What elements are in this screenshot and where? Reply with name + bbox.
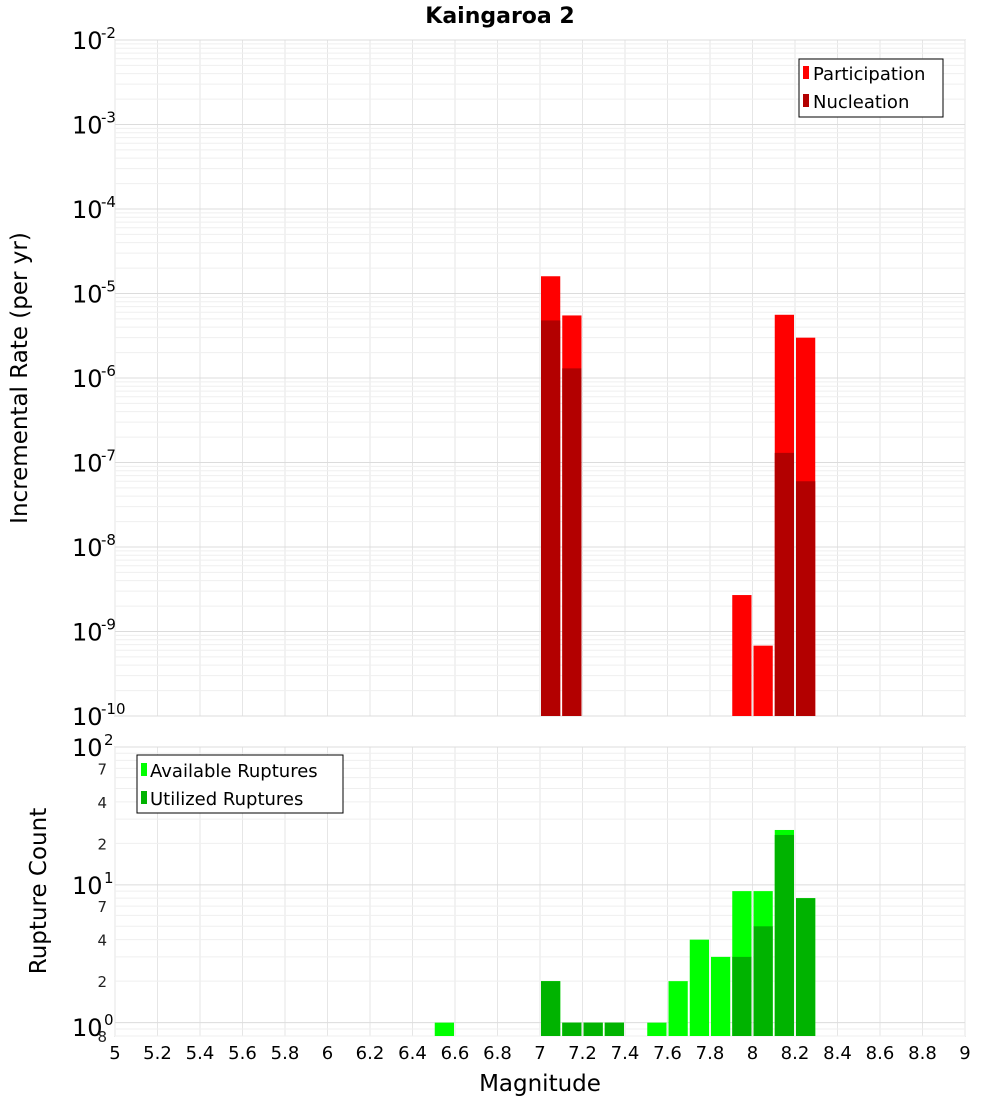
x-tick-label: 5.6	[228, 1043, 257, 1064]
top-y-tick-label: 10	[72, 281, 103, 309]
bottom-y-minor-tick-label: 2	[97, 973, 107, 991]
utilized-ruptures-bar	[732, 956, 752, 1036]
bottom-y-minor-tick-label: 4	[97, 932, 107, 950]
x-tick-label: 8.2	[781, 1043, 810, 1064]
top-y-tick-label: 10	[72, 27, 103, 55]
top-y-tick-label: 10	[72, 534, 103, 562]
participation-bar	[753, 645, 773, 716]
bottom-legend: Available Ruptures Utilized Ruptures	[136, 754, 344, 814]
x-tick-label: 7.6	[653, 1043, 682, 1064]
bottom-y-minor-tick-label: 8	[97, 1028, 107, 1046]
x-tick-label: 6.8	[483, 1043, 512, 1064]
x-tick-label: 6.6	[441, 1043, 470, 1064]
available-ruptures-bar	[689, 939, 709, 1036]
participation-bar	[732, 595, 752, 716]
x-tick-label: 5.2	[143, 1043, 172, 1064]
x-tick-label: 5.8	[271, 1043, 300, 1064]
top-y-tick-exponent: -8	[101, 531, 116, 549]
bottom-y-minor-tick-label: 7	[97, 898, 107, 916]
available-ruptures-bar	[668, 981, 688, 1036]
utilized-ruptures-bar	[541, 981, 561, 1036]
bottom-legend-box	[136, 754, 344, 814]
top-y-tick-label: 10	[72, 450, 103, 478]
top-y-tick-exponent: -10	[101, 700, 126, 718]
x-tick-label: 8.4	[823, 1043, 852, 1064]
nucleation-legend-label: Nucleation	[813, 92, 909, 113]
x-tick-label: 7.8	[696, 1043, 725, 1064]
utilized-ruptures-bar	[583, 1022, 603, 1036]
nucleation-bar	[562, 368, 582, 716]
bottom-y-minor-tick-label: 4	[97, 794, 107, 812]
nucleation-bar	[541, 320, 561, 716]
x-tick-label: 9	[959, 1043, 970, 1064]
utilized-ruptures-bar	[774, 834, 794, 1036]
available-ruptures-legend-swatch	[141, 763, 147, 776]
bottom-bars	[434, 829, 816, 1036]
utilized-ruptures-bar	[604, 1022, 624, 1036]
top-legend: Participation Nucleation	[798, 58, 944, 118]
utilized-ruptures-bar	[796, 898, 816, 1036]
x-tick-label: 5.4	[186, 1043, 215, 1064]
x-tick-label: 8.8	[908, 1043, 937, 1064]
top-y-tick-exponent: -7	[101, 447, 116, 465]
utilized-ruptures-legend-label: Utilized Ruptures	[150, 789, 303, 810]
top-gridlines	[114, 39, 966, 717]
utilized-ruptures-bar	[562, 1022, 582, 1036]
bottom-y-axis-label: Rupture Count	[26, 808, 52, 974]
x-tick-label: 6.2	[356, 1043, 385, 1064]
bottom-y-tick-exponent: 2	[104, 731, 114, 749]
nucleation-legend-swatch	[803, 94, 809, 107]
top-y-tick-exponent: -2	[101, 24, 116, 42]
top-y-tick-exponent: -3	[101, 109, 116, 127]
bottom-y-minor-tick-label: 7	[97, 760, 107, 778]
bottom-y-minor-tick-label: 2	[97, 835, 107, 853]
available-ruptures-bar	[647, 1022, 667, 1036]
chart-title: Kaingaroa 2	[425, 4, 574, 29]
top-y-tick-exponent: -5	[101, 278, 116, 296]
participation-legend-swatch	[803, 66, 809, 79]
top-y-tick-label: 10	[72, 703, 103, 731]
top-y-tick-exponent: -4	[101, 193, 116, 211]
bottom-y-tick-exponent: 0	[104, 1011, 114, 1029]
top-y-tick-label: 10	[72, 365, 103, 393]
top-y-tick-label: 10	[72, 196, 103, 224]
x-tick-label: 8	[747, 1043, 758, 1064]
available-ruptures-bar	[434, 1022, 454, 1036]
top-legend-box	[798, 58, 944, 118]
utilized-ruptures-legend-swatch	[141, 791, 147, 804]
nucleation-bar	[774, 452, 794, 716]
nucleation-bar	[796, 481, 816, 716]
bottom-y-tick-label: 10	[72, 734, 103, 762]
x-axis-label: Magnitude	[479, 1071, 601, 1097]
participation-legend-label: Participation	[813, 64, 925, 85]
x-tick-labels: 5 5.2 5.4 5.6 5.8 6 6.2 6.4 6.6 6.8 7 7.2 7.4 7.6 7.8 8…	[109, 1043, 970, 1064]
x-tick-label: 5	[109, 1043, 120, 1064]
available-ruptures-legend-label: Available Ruptures	[150, 761, 318, 782]
top-y-tick-exponent: -9	[101, 616, 116, 634]
top-y-tick-label: 10	[72, 619, 103, 647]
top-y-axis-label: Incremental Rate (per yr)	[7, 232, 33, 524]
top-y-tick-label: 10	[72, 112, 103, 140]
utilized-ruptures-bar	[753, 926, 773, 1036]
x-tick-label: 6.4	[398, 1043, 427, 1064]
bottom-y-tick-label: 10	[72, 1014, 103, 1042]
x-tick-label: 7.4	[611, 1043, 640, 1064]
bottom-y-tick-label: 10	[72, 872, 103, 900]
x-tick-label: 7	[534, 1043, 545, 1064]
x-tick-label: 7.2	[568, 1043, 597, 1064]
x-tick-label: 6	[322, 1043, 333, 1064]
top-bars	[541, 276, 816, 716]
available-ruptures-bar	[711, 956, 731, 1036]
x-tick-label: 8.6	[866, 1043, 895, 1064]
bottom-y-tick-exponent: 1	[104, 869, 114, 887]
top-y-tick-exponent: -6	[101, 362, 116, 380]
